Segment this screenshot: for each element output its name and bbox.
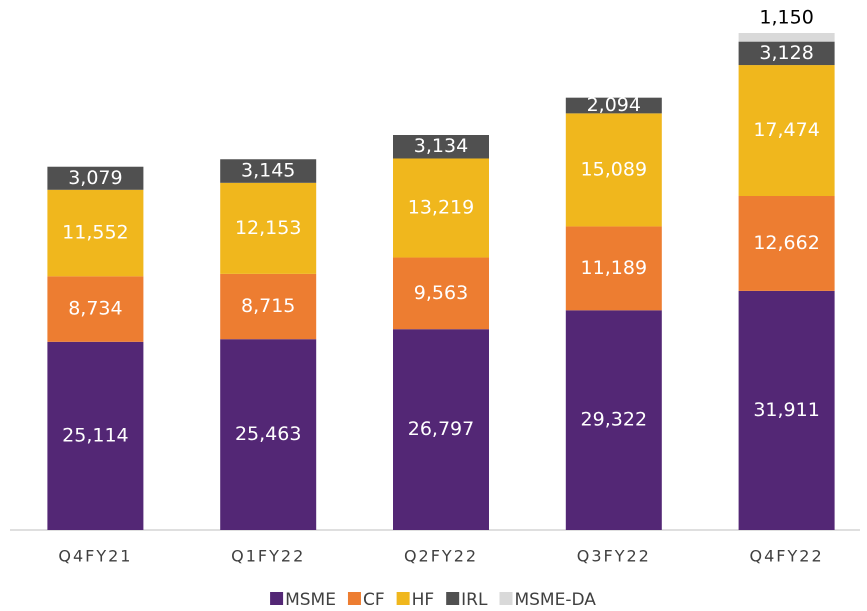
legend-swatch	[347, 592, 361, 605]
bar-segment	[738, 195, 835, 291]
bar-segment	[565, 113, 662, 227]
bar-segment	[220, 159, 317, 183]
bar-segment	[565, 226, 662, 311]
x-tick-label: Q2FY22	[404, 547, 478, 566]
data-label: 3,134	[414, 135, 468, 157]
bar-segment	[393, 329, 489, 530]
bar-segment	[47, 276, 144, 342]
data-label: 31,911	[753, 399, 819, 421]
data-label: 8,734	[68, 298, 122, 320]
bar-segment	[220, 182, 317, 274]
data-label: 11,552	[62, 222, 128, 244]
legend-label: MSME-DA	[514, 590, 596, 610]
x-tick-label: Q4FY22	[750, 547, 824, 566]
bar-segment	[738, 41, 835, 66]
x-tick-label: Q1FY22	[231, 547, 305, 566]
data-label: 3,128	[759, 42, 813, 64]
data-label: 29,322	[581, 409, 647, 431]
data-label: 3,145	[241, 160, 295, 182]
data-label: 9,563	[414, 282, 468, 304]
bar-segment	[565, 97, 662, 114]
bar-segment	[738, 65, 835, 196]
bar-segment	[393, 135, 489, 159]
data-label: 12,153	[235, 217, 301, 239]
bar-segment	[565, 310, 662, 530]
bar-segment	[738, 290, 835, 530]
data-label: 8,715	[241, 295, 295, 317]
legend-label: CF	[363, 590, 385, 610]
bar-segment	[47, 341, 144, 530]
x-tick-label: Q3FY22	[577, 547, 651, 566]
legend-label: MSME	[285, 590, 336, 610]
data-label: 12,662	[753, 232, 819, 254]
data-label: 25,463	[235, 423, 301, 445]
data-label: 2,094	[587, 94, 641, 116]
bar-segment	[47, 166, 144, 190]
data-label: 25,114	[62, 424, 128, 446]
data-label: 17,474	[753, 119, 819, 141]
data-label: 3,079	[68, 167, 122, 189]
bar-segment	[738, 33, 835, 42]
bar-segment	[47, 189, 144, 277]
legend-swatch	[499, 592, 513, 605]
bar-segment	[220, 339, 317, 530]
bar-segment	[393, 257, 489, 330]
data-label: 11,189	[581, 257, 647, 279]
data-label: 15,089	[581, 158, 647, 180]
data-label: 1,150	[759, 7, 813, 29]
legend-swatch	[270, 592, 284, 605]
data-label: 26,797	[408, 418, 474, 440]
bar-segment	[393, 158, 489, 258]
legend-label: HF	[412, 590, 435, 610]
legend-label: IRL	[461, 590, 488, 610]
x-tick-label: Q4FY21	[58, 547, 132, 566]
legend-swatch	[396, 592, 410, 605]
legend-swatch	[446, 592, 460, 605]
data-label: 13,219	[408, 197, 474, 219]
bar-segment	[220, 273, 317, 340]
